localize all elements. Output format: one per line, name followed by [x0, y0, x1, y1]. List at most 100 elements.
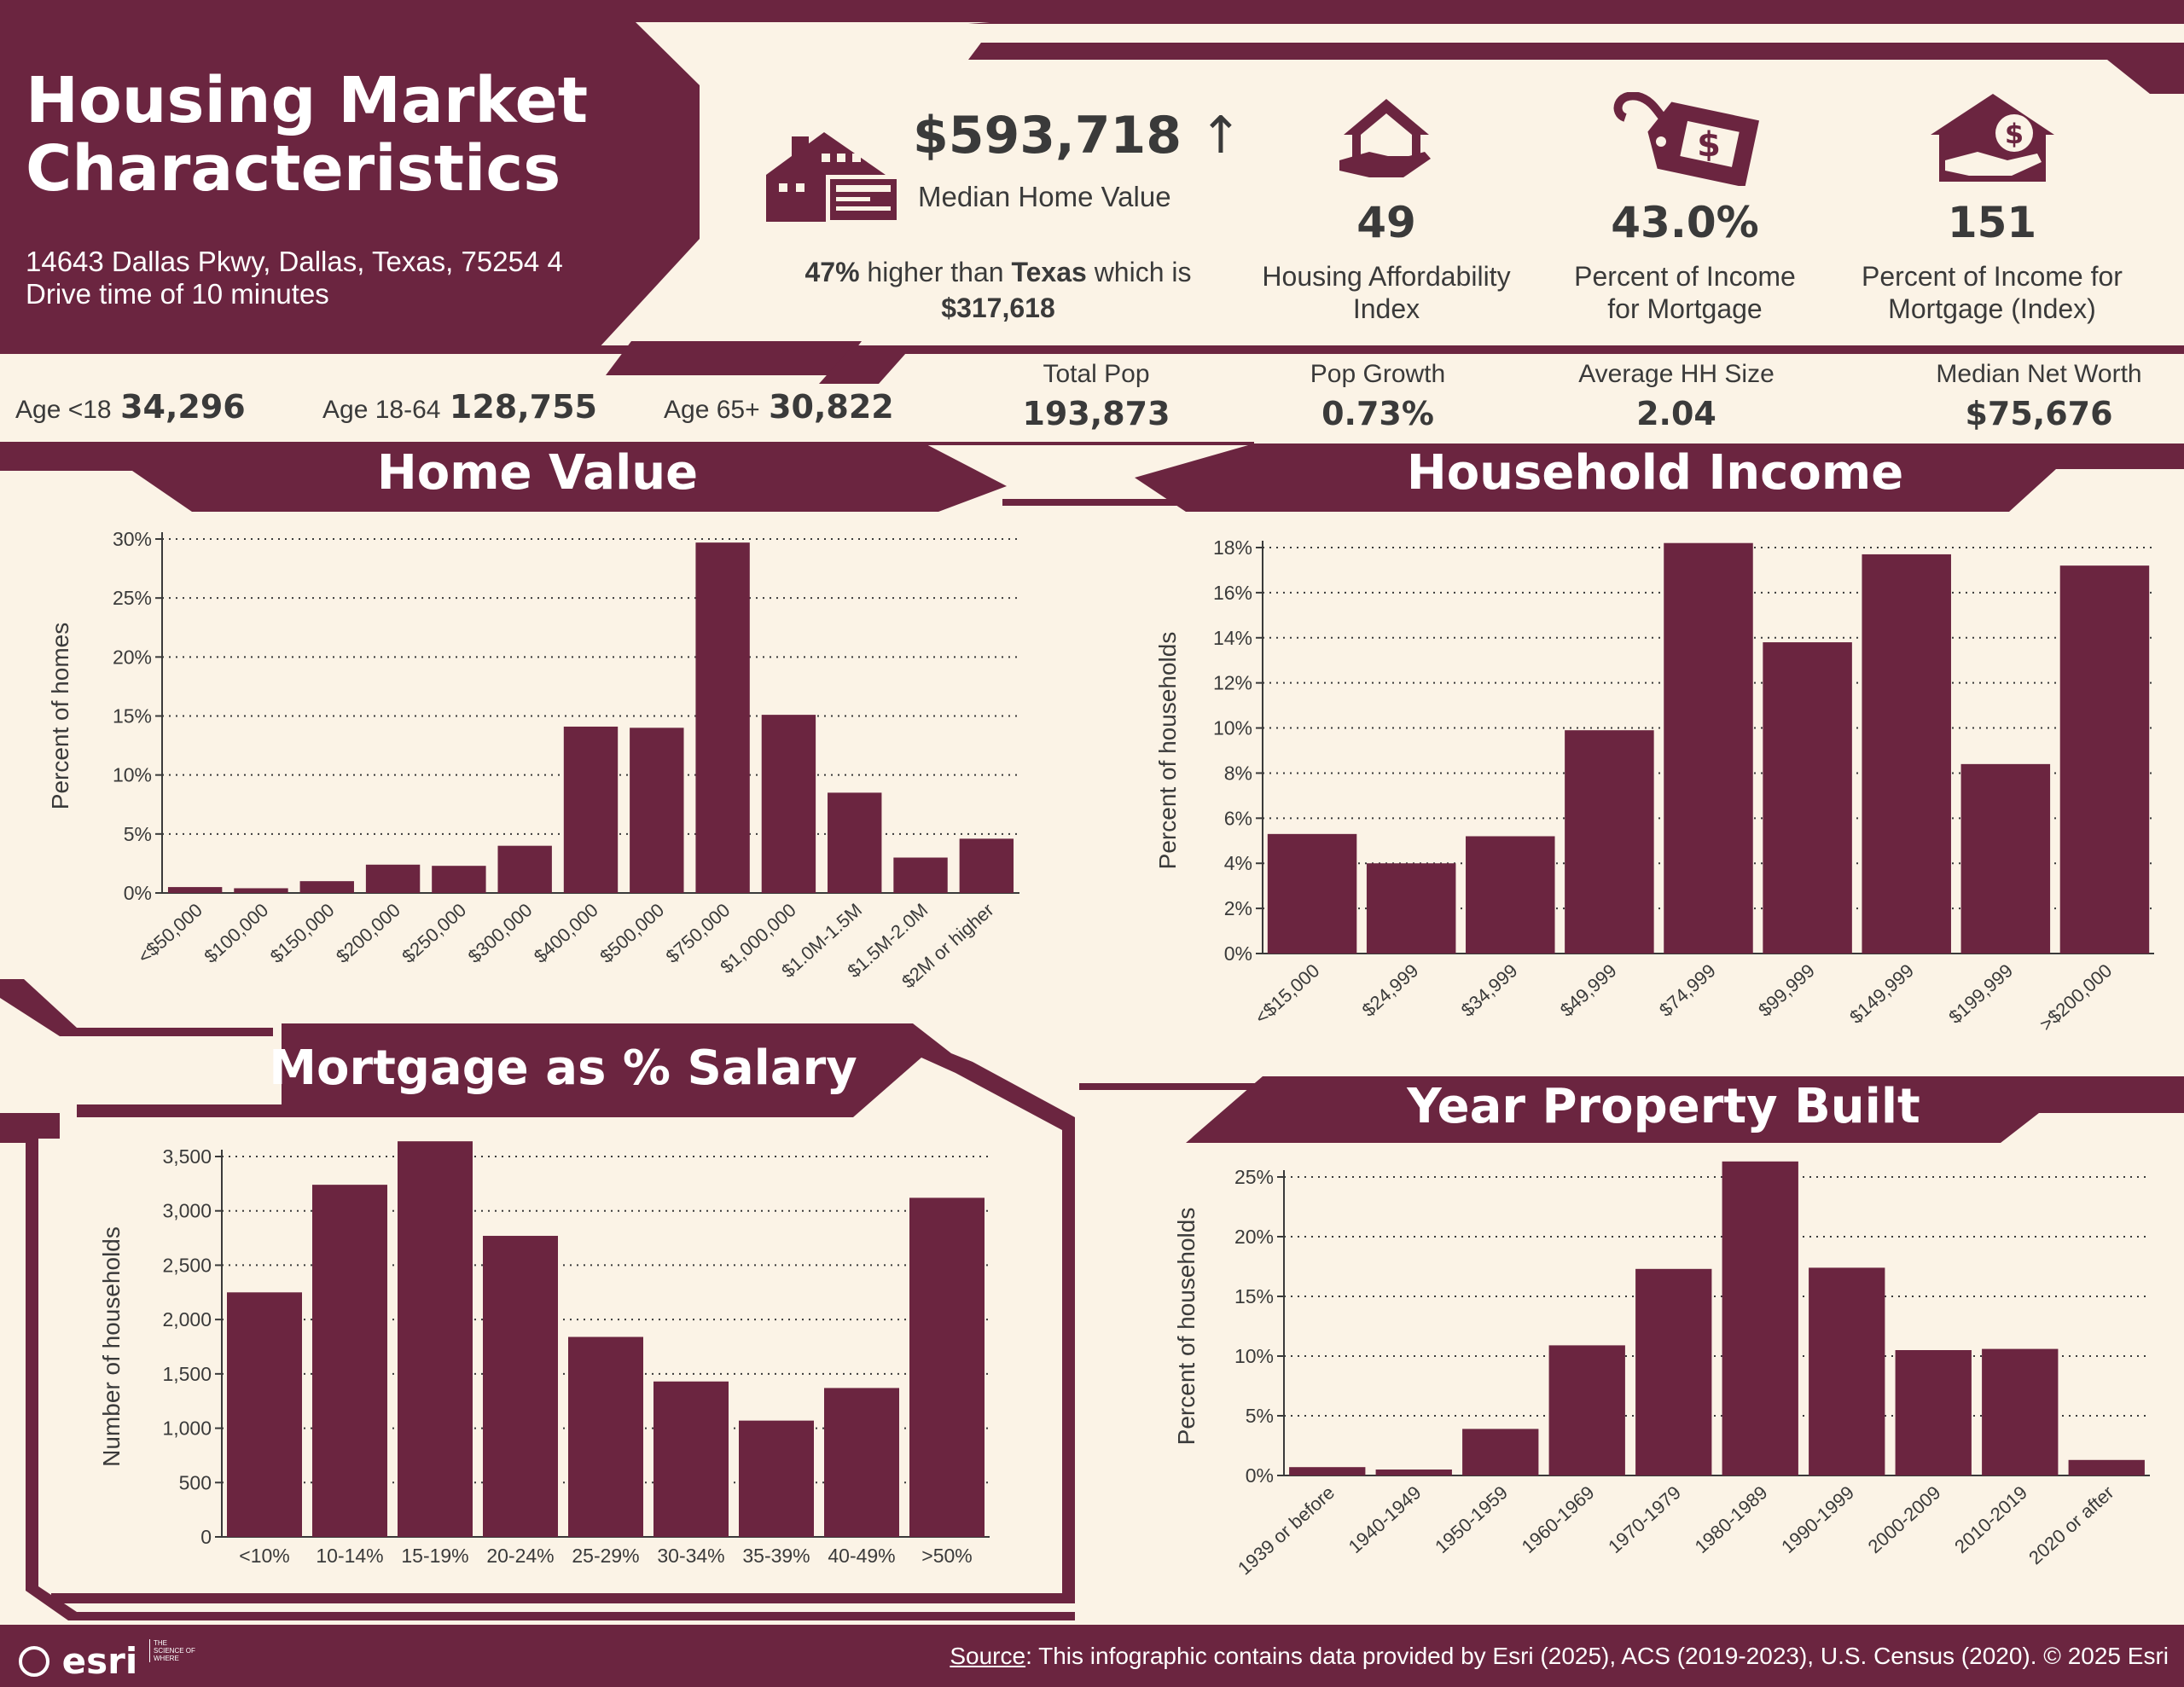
svg-text:$: $	[2005, 118, 2024, 150]
mortgage-salary-chart: 0 500 1,000 1,500 2,000 2,500 3,000 3,500 Number…	[98, 1141, 990, 1567]
y-tick-label: 2%	[1224, 897, 1252, 919]
home-value-chart: 0% 5% 10% 15% 20% 25% 30% Percent of homes <$50,…	[47, 528, 1019, 989]
affordability-label-line2: Index	[1352, 293, 1420, 324]
bar	[1462, 1429, 1539, 1475]
bar	[653, 1381, 729, 1537]
esri-logo-text: esri	[61, 1640, 138, 1682]
avg-hh-size-label: Average HH Size	[1578, 360, 1774, 388]
x-tick-label: $34,999	[1457, 959, 1522, 1021]
x-tick-label: 2010-2019	[1950, 1481, 2031, 1557]
x-tick-label: 1970-1979	[1604, 1481, 1685, 1557]
comparison-value: $317,618	[941, 293, 1055, 323]
svg-text:$: $	[1697, 125, 1721, 165]
mortgage-index-label-line1: Percent of Income for	[1862, 261, 2123, 292]
bar	[630, 728, 684, 893]
bar	[1635, 1268, 1712, 1475]
age-18-64: Age 18-64 128,755	[322, 388, 597, 426]
mortgage-index-value: 151	[1947, 198, 2037, 247]
y-axis-label: Percent of households	[1154, 632, 1181, 870]
y-tick-label: 1,500	[162, 1363, 212, 1385]
source-text: : This infographic contains data provide…	[1025, 1643, 2169, 1669]
age-65-plus-value: 30,822	[769, 388, 894, 426]
bar	[1664, 542, 1753, 954]
y-tick-label: 20%	[113, 646, 152, 668]
bar	[959, 838, 1014, 893]
median-net-worth-value: $75,676	[1965, 395, 2113, 432]
income-for-mortgage-label: Percent of Income for Mortgage	[1536, 260, 1834, 325]
bar	[167, 887, 223, 893]
x-tick-label: $150,000	[266, 899, 339, 967]
x-tick-label: $100,000	[200, 899, 272, 967]
bar	[1763, 642, 1852, 954]
esri-logo: esri	[19, 1638, 137, 1682]
y-tick-label: 18%	[1213, 536, 1252, 559]
x-tick-label: $300,000	[464, 899, 537, 967]
mortgage-salary-title: Mortgage as % Salary	[269, 1041, 857, 1096]
bar	[1466, 836, 1555, 954]
x-tick-label: $250,000	[398, 899, 470, 967]
y-tick-label: 14%	[1213, 627, 1252, 649]
total-pop-label: Total Pop	[1043, 360, 1150, 388]
income-for-mortgage-label-line2: for Mortgage	[1607, 293, 1763, 324]
income-for-mortgage-value: 43.0%	[1611, 198, 1759, 247]
bar	[1366, 863, 1456, 954]
price-tag-dollar-icon: $	[1613, 92, 1760, 186]
year-built-chart: 0% 5% 10% 15% 20% 25% Percent of households 193…	[1173, 1161, 2150, 1579]
home-value-title: Home Value	[376, 445, 699, 501]
median-home-value-label: Median Home Value	[918, 181, 1171, 212]
y-tick-label: 25%	[1234, 1166, 1274, 1188]
income-for-mortgage-label-line1: Percent of Income	[1574, 261, 1796, 292]
x-tick-label: 1939 or before	[1234, 1481, 1339, 1579]
affordability-index-value: 49	[1356, 198, 1416, 247]
age-under-18-value: 34,296	[120, 388, 246, 426]
bar	[1565, 730, 1654, 954]
y-tick-label: 2,500	[162, 1254, 212, 1276]
bar	[1895, 1350, 1972, 1475]
y-tick-label: 2,000	[162, 1308, 212, 1330]
x-tick-label: 1960-1969	[1518, 1481, 1599, 1557]
bar	[695, 542, 750, 893]
x-tick-label: 15-19%	[401, 1545, 468, 1567]
x-tick-label: 30-34%	[657, 1545, 724, 1567]
bar	[1548, 1345, 1625, 1475]
comparison-state: Texas	[1011, 257, 1087, 287]
x-tick-label: $400,000	[530, 899, 602, 967]
x-tick-label: 20-24%	[486, 1545, 554, 1567]
y-tick-label: 5%	[1246, 1405, 1274, 1427]
y-tick-label: 16%	[1213, 582, 1252, 604]
y-tick-label: 15%	[113, 705, 152, 728]
bar	[398, 1141, 473, 1537]
x-tick-label: 2000-2009	[1864, 1481, 1945, 1557]
x-tick-label: >50%	[921, 1545, 972, 1567]
source-link[interactable]: Source	[950, 1643, 1026, 1669]
bar	[1375, 1470, 1452, 1475]
pop-growth-label: Pop Growth	[1310, 360, 1446, 388]
household-income-chart: 0% 2% 4% 6% 8% 10% 12% 14% 16% 18% Percent of hous…	[1154, 536, 2154, 1035]
page-title-line2: Characteristics	[26, 132, 561, 206]
x-tick-label: $200,000	[332, 899, 404, 967]
age-under-18-label: Age <18	[15, 396, 112, 424]
y-tick-label: 0%	[1224, 942, 1252, 965]
median-net-worth-label: Median Net Worth	[1936, 360, 2142, 388]
y-tick-label: 4%	[1224, 852, 1252, 874]
arrow-up-icon: ↑	[1199, 106, 1243, 165]
bar	[909, 1197, 985, 1537]
pop-growth-value: 0.73%	[1321, 395, 1434, 432]
bar	[1267, 833, 1357, 954]
y-tick-label: 25%	[113, 587, 152, 609]
age-18-64-label: Age 18-64	[322, 396, 441, 424]
x-tick-label: $199,999	[1944, 959, 2017, 1028]
y-tick-label: 12%	[1213, 672, 1252, 694]
house-dollar-hand-icon: $	[1931, 94, 2054, 182]
age-18-64-value: 128,755	[449, 388, 597, 426]
median-home-value-number: $593,718	[913, 106, 1182, 165]
bar	[824, 1388, 899, 1537]
affordability-label-line1: Housing Affordability	[1262, 261, 1511, 292]
x-tick-label: 1980-1989	[1691, 1481, 1772, 1557]
bar	[299, 881, 354, 893]
y-tick-label: 8%	[1224, 762, 1252, 784]
x-tick-label: <10%	[239, 1545, 289, 1567]
x-tick-label: 2020 or after	[2024, 1481, 2117, 1568]
household-income-title: Household Income	[1406, 445, 1904, 501]
age-under-18: Age <18 34,296	[15, 388, 246, 426]
